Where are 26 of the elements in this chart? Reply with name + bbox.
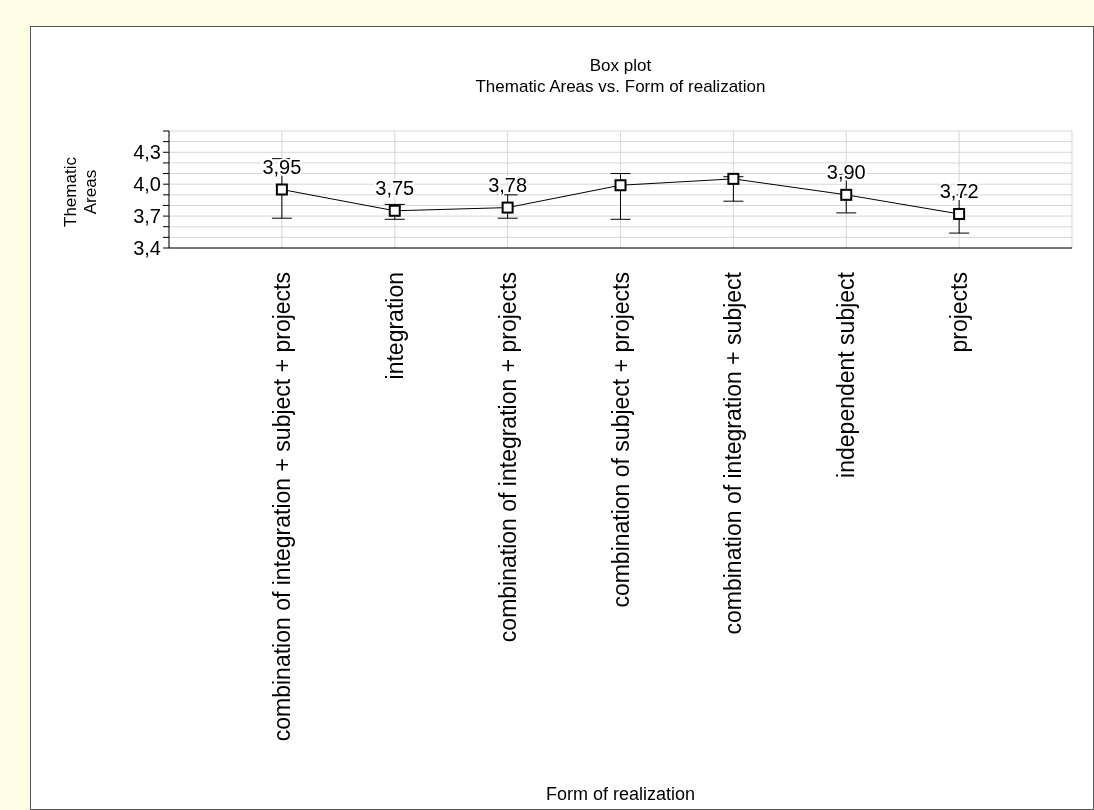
- data-label: 3,90: [826, 160, 866, 183]
- x-tick-label: combination of integration + projects: [494, 272, 521, 643]
- y-tick-label: 3,4: [133, 237, 161, 260]
- x-tick-label: independent subject: [833, 271, 860, 478]
- y-axis-title: Thematic Areas: [61, 156, 101, 229]
- chart-title: Box plot: [588, 56, 653, 76]
- point: [501, 201, 514, 214]
- y-tick-label: 4,0: [133, 173, 161, 196]
- y-tick-label: 4,3: [133, 141, 161, 164]
- x-axis-title: Form of realization: [545, 784, 696, 804]
- chart-subtitle: Thematic Areas vs. Form of realization: [474, 77, 767, 97]
- point: [727, 172, 740, 185]
- data-label: 3,75: [375, 176, 415, 199]
- y-tick-label: 3,7: [133, 205, 161, 228]
- x-tick-label: combination of integration + subject + projects: [268, 272, 295, 742]
- data-label: 3,78: [488, 173, 528, 196]
- x-tick-label: combination of integration + subject: [720, 271, 747, 635]
- point: [614, 179, 627, 192]
- point: [275, 183, 288, 196]
- x-tick-label: combination of subject + projects: [607, 272, 634, 608]
- point: [953, 207, 966, 220]
- point: [388, 204, 401, 217]
- point: [840, 188, 853, 201]
- x-tick-label: integration: [381, 272, 408, 380]
- x-tick-label: projects: [946, 272, 973, 353]
- data-label: 3,72: [939, 179, 979, 202]
